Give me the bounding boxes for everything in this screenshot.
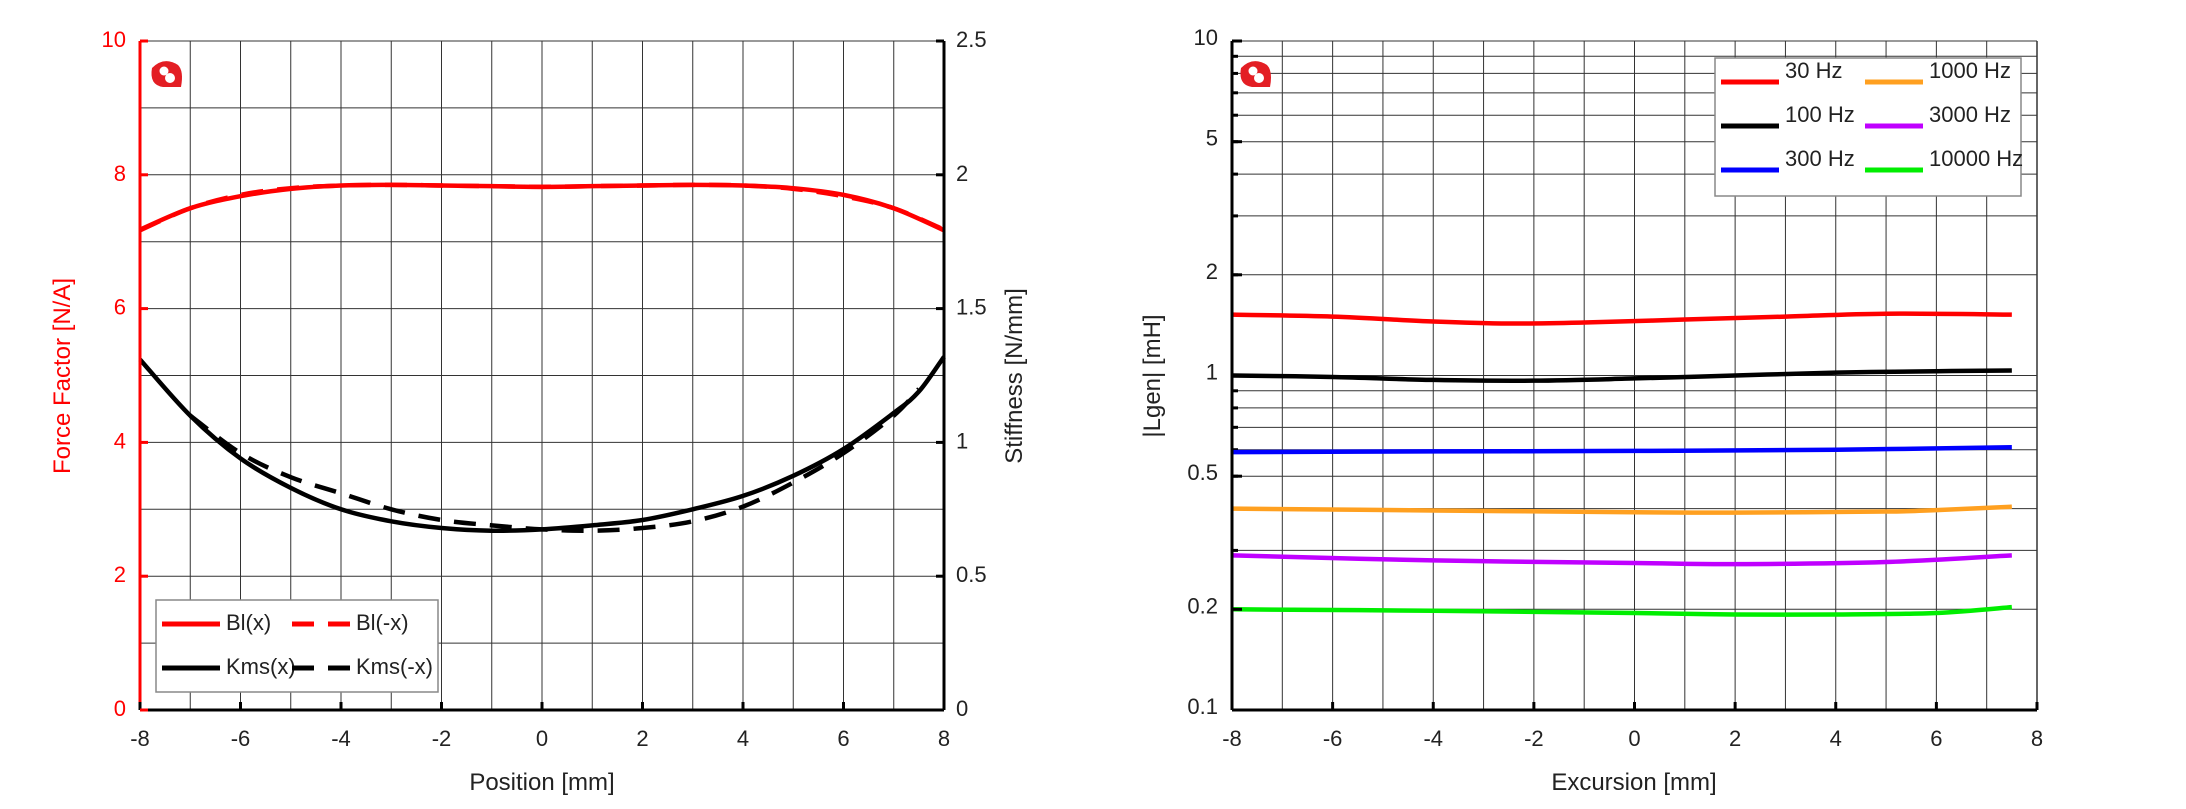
series-line-300hz (1231, 445, 2012, 455)
legend-label: Kms(x) (226, 654, 296, 679)
y-tick-label: 6 (114, 295, 126, 320)
y-tick-label: 4 (114, 428, 126, 453)
x-tick-label: 4 (1830, 726, 1842, 751)
logo-icon (1240, 61, 1271, 87)
chart-lgen-vs-excursion: -8 -6 -4 -2 0 2 4 6 8 0.1 0.2 0.5 1 2 5 10 Excursion [m… (1139, 25, 2043, 796)
y2-tick-label: 1.5 (956, 295, 987, 320)
series-line-3000hz (1231, 553, 2012, 567)
x-tick-label: -8 (1222, 726, 1242, 751)
series-line-100hz (1231, 368, 2012, 384)
legend-label: Bl(x) (226, 610, 271, 635)
y-tick-label: 2 (1206, 259, 1218, 284)
y-tick-label: 0.2 (1187, 593, 1218, 618)
y-tick-label: 0.5 (1187, 460, 1218, 485)
x-axis-label: Excursion [mm] (1551, 769, 1716, 796)
x-tick-label: -4 (1423, 726, 1443, 751)
y-tick-label: 5 (1206, 126, 1218, 151)
legend-label: 1000 Hz (1929, 58, 2011, 83)
series-line-30hz (1231, 311, 2012, 326)
x-tick-label: 8 (2031, 726, 2043, 751)
y-axis-label: Force Factor [N/A] (49, 278, 76, 474)
legend: Bl(x) Bl(-x) Kms(x) Kms(-x) (155, 599, 439, 693)
x-tick-label: 6 (837, 726, 849, 751)
y-tick-label: 10 (102, 27, 126, 52)
legend-label: Bl(-x) (356, 610, 409, 635)
y2-tick-label: 2 (956, 161, 968, 186)
x-tick-label: -8 (130, 726, 150, 751)
y2-tick-label: 2.5 (956, 27, 987, 52)
axes: -8 -6 -4 -2 0 2 4 6 8 0.1 0.2 0.5 1 2 5 10 (1187, 25, 2043, 751)
x-tick-label: -6 (231, 726, 251, 751)
x-tick-label: -6 (1323, 726, 1343, 751)
x-tick-label: -2 (432, 726, 452, 751)
x-tick-label: 0 (536, 726, 548, 751)
logo-icon (151, 61, 182, 87)
x-tick-label: 4 (737, 726, 749, 751)
y2-tick-label: 1 (956, 428, 968, 453)
legend-label: 300 Hz (1785, 146, 1855, 171)
legend-label: 3000 Hz (1929, 102, 2011, 127)
x-tick-label: 2 (636, 726, 648, 751)
series-line-10000hz (1231, 604, 2013, 617)
series-line-kms-x- (188, 387, 921, 534)
x-tick-label: 6 (1930, 726, 1942, 751)
y-tick-label: 10 (1194, 25, 1218, 50)
series-line-1000hz (1231, 504, 2012, 515)
series-line-bl-x- (139, 182, 945, 233)
series-group (1231, 311, 2013, 617)
x-tick-label: 0 (1628, 726, 1640, 751)
legend-label: 30 Hz (1785, 58, 1842, 83)
x-tick-label: -2 (1524, 726, 1544, 751)
x-tick-label: -4 (331, 726, 351, 751)
y2-tick-label: 0 (956, 696, 968, 721)
legend-label: 10000 Hz (1929, 146, 2023, 171)
series-group (138, 182, 946, 534)
series-line-kms-x- (138, 355, 946, 534)
y2-axis-label: Stiffness [N/mm] (1001, 288, 1028, 464)
y-tick-label: 1 (1206, 360, 1218, 385)
y-axis-label: |Lgen| [mH] (1139, 314, 1166, 437)
legend: 30 Hz 100 Hz 300 Hz 1000 Hz 3000 Hz 10000 Hz (1714, 57, 2023, 197)
legend-label: 100 Hz (1785, 102, 1855, 127)
y-tick-label: 0.1 (1187, 694, 1218, 719)
x-tick-label: 2 (1729, 726, 1741, 751)
y-tick-label: 8 (114, 161, 126, 186)
x-tick-label: 8 (938, 726, 950, 751)
y-tick-label: 2 (114, 562, 126, 587)
legend-label: Kms(-x) (356, 654, 433, 679)
y2-tick-label: 0.5 (956, 562, 987, 587)
x-axis-label: Position [mm] (469, 769, 614, 796)
y-tick-label: 0 (114, 696, 126, 721)
legend-box (155, 599, 439, 693)
